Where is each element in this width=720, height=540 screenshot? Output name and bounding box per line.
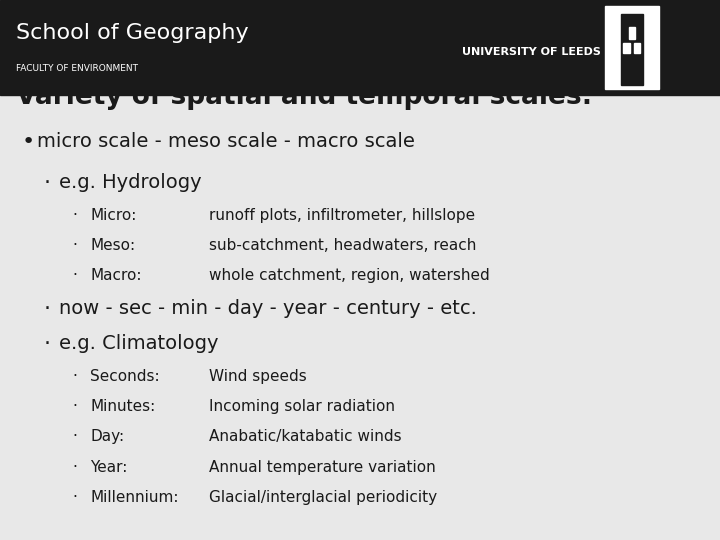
Text: Year:: Year: bbox=[90, 460, 127, 475]
Text: Minutes:: Minutes: bbox=[90, 399, 156, 414]
Text: School of Geography: School of Geography bbox=[16, 23, 248, 43]
Text: Wind speeds: Wind speeds bbox=[209, 369, 307, 384]
Text: UNIVERSITY OF LEEDS: UNIVERSITY OF LEEDS bbox=[462, 47, 601, 57]
Text: ·: · bbox=[72, 238, 77, 253]
Bar bbox=[0, 0, 720, 94]
Text: ·: · bbox=[72, 208, 77, 223]
Bar bbox=[621, 14, 643, 85]
Text: now - sec - min - day - year - century - etc.: now - sec - min - day - year - century -… bbox=[59, 299, 477, 318]
Text: ·: · bbox=[43, 334, 50, 354]
Text: Incoming solar radiation: Incoming solar radiation bbox=[209, 399, 395, 414]
Text: ·: · bbox=[72, 429, 77, 444]
Text: ·: · bbox=[72, 369, 77, 384]
Text: ·: · bbox=[72, 268, 77, 284]
Text: e.g. Climatology: e.g. Climatology bbox=[59, 334, 219, 353]
Text: Seconds:: Seconds: bbox=[90, 369, 160, 384]
Text: Glacial/interglacial periodicity: Glacial/interglacial periodicity bbox=[209, 490, 437, 505]
Text: Micro:: Micro: bbox=[90, 208, 136, 223]
Text: ·: · bbox=[72, 460, 77, 475]
Text: ·: · bbox=[43, 173, 50, 193]
Text: micro scale - meso scale - macro scale: micro scale - meso scale - macro scale bbox=[37, 132, 415, 151]
Text: Annual temperature variation: Annual temperature variation bbox=[209, 460, 436, 475]
Text: Anabatic/katabatic winds: Anabatic/katabatic winds bbox=[209, 429, 402, 444]
Bar bbox=[629, 27, 635, 39]
Text: sub-catchment, headwaters, reach: sub-catchment, headwaters, reach bbox=[209, 238, 476, 253]
Text: Variety of spatial and temporal scales:: Variety of spatial and temporal scales: bbox=[16, 84, 592, 110]
Text: e.g. Hydrology: e.g. Hydrology bbox=[59, 173, 202, 192]
Text: runoff plots, infiltrometer, hillslope: runoff plots, infiltrometer, hillslope bbox=[209, 208, 475, 223]
Text: ·: · bbox=[72, 490, 77, 505]
Text: Meso:: Meso: bbox=[90, 238, 135, 253]
Bar bbox=[634, 43, 641, 53]
Text: •: • bbox=[22, 132, 35, 152]
Text: whole catchment, region, watershed: whole catchment, region, watershed bbox=[209, 268, 490, 284]
Bar bbox=[605, 6, 659, 89]
Text: ·: · bbox=[43, 299, 50, 319]
Text: Day:: Day: bbox=[90, 429, 124, 444]
Text: ·: · bbox=[72, 399, 77, 414]
Text: FACULTY OF ENVIRONMENT: FACULTY OF ENVIRONMENT bbox=[16, 64, 138, 72]
Bar bbox=[623, 43, 629, 53]
Text: Millennium:: Millennium: bbox=[90, 490, 179, 505]
Text: Macro:: Macro: bbox=[90, 268, 142, 284]
